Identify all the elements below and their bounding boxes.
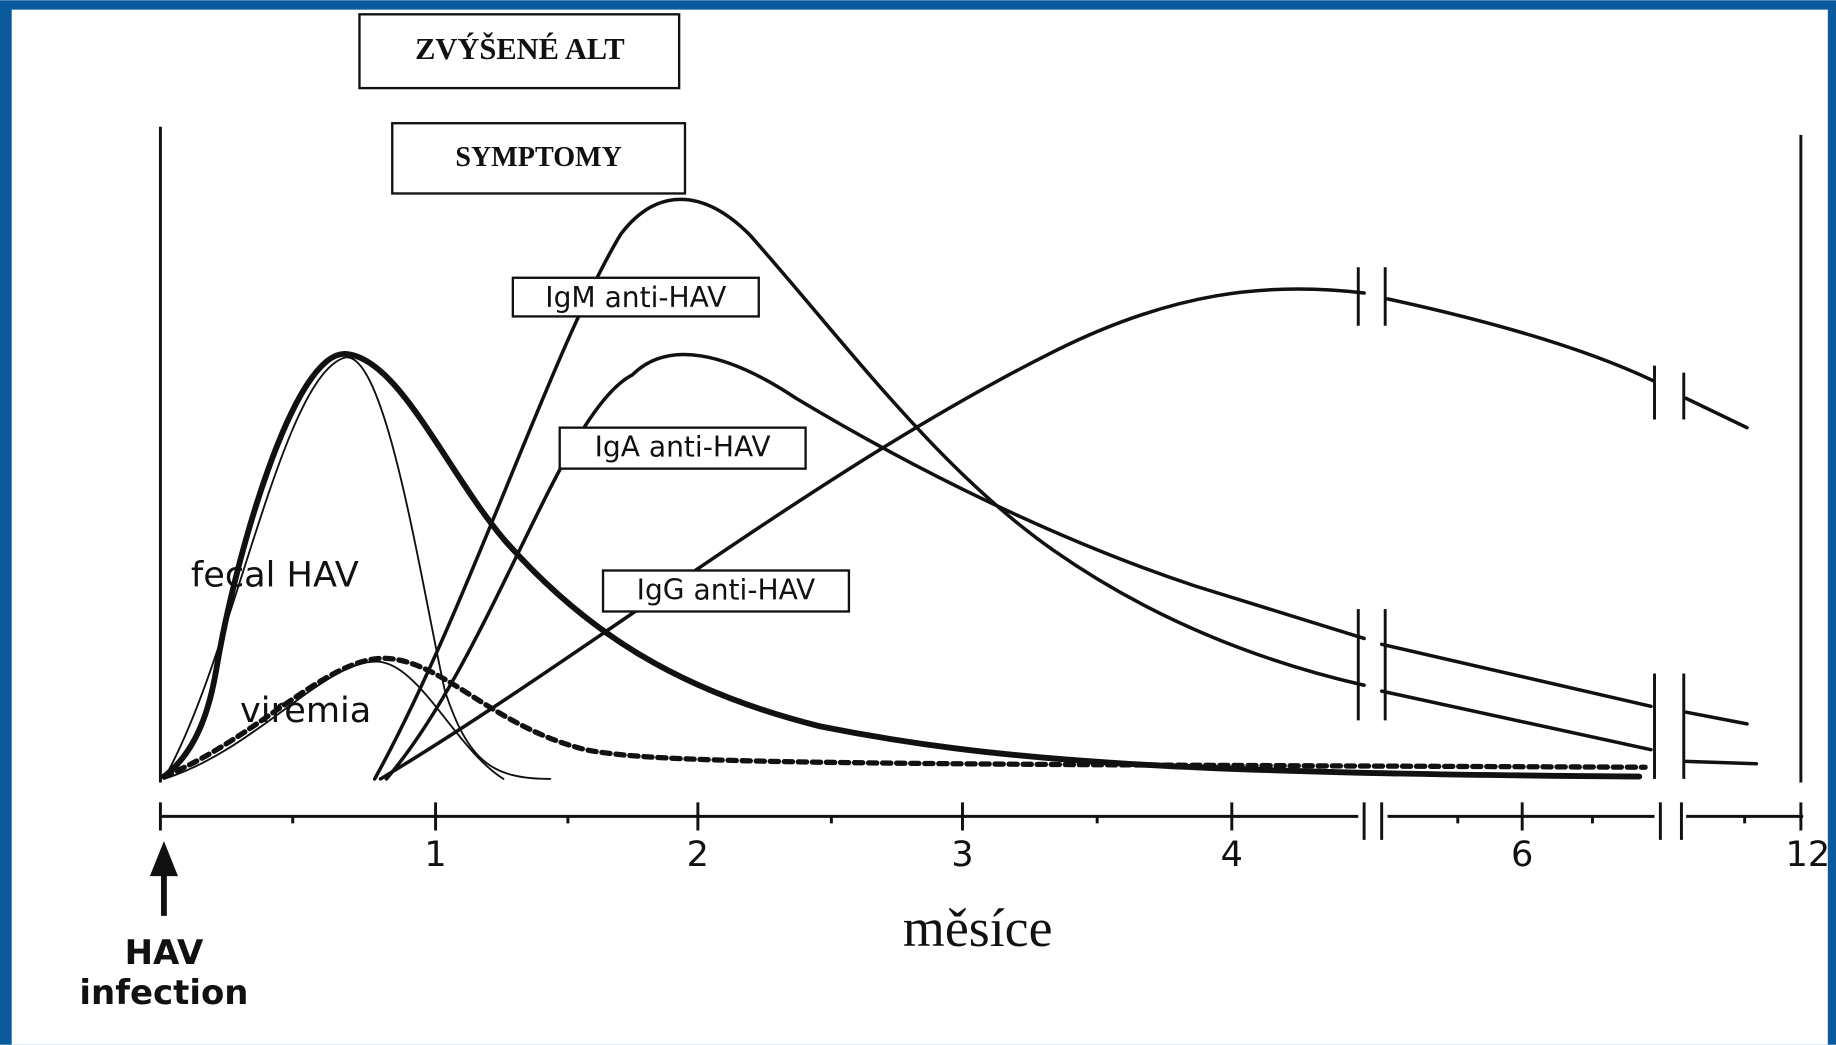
viremia-curve: [162, 660, 505, 780]
tick-labels: 1 2 3 4 6 12: [424, 834, 1830, 875]
infection-label: infection: [79, 973, 248, 1013]
viremia-label: viremia: [240, 690, 371, 731]
alt-label: ZVÝŠENÉ ALT: [415, 32, 625, 66]
iga-box: [558, 426, 807, 470]
igm-box: [511, 276, 760, 318]
x-tick-label: 2: [687, 834, 709, 875]
igm-label: IgM anti-HAV: [545, 281, 726, 314]
fecal-curve: [162, 356, 552, 780]
fecal-label: fecal HAV: [191, 554, 359, 595]
x-tick-label: 1: [424, 834, 446, 875]
alt-red-curve: [161, 350, 1643, 780]
x-axis-label: měsíce: [903, 898, 1053, 958]
infection-label: HAV: [125, 933, 204, 973]
axes: [158, 126, 1804, 840]
symptoms-label: SYMPTOMY: [455, 142, 621, 173]
igg-label: IgG anti-HAV: [637, 574, 816, 607]
x-tick-label: 12: [1786, 834, 1831, 875]
x-tick-label: 4: [1221, 834, 1243, 875]
igg-box: [601, 569, 851, 613]
curve-breaks: [1356, 267, 1686, 779]
minor-ticks: [291, 816, 1747, 824]
x-tick-label: 3: [951, 834, 973, 875]
ticks: [158, 802, 1803, 831]
canvas: [11, 9, 1828, 1045]
iga-label: IgA anti-HAV: [595, 431, 771, 464]
igg-curve: [378, 287, 1749, 781]
alt-box: [358, 13, 681, 90]
symptom-dotted-curve: [161, 655, 1648, 780]
symptoms-box: [391, 122, 687, 195]
x-tick-label: 6: [1511, 834, 1533, 875]
iga-curve: [384, 352, 1749, 781]
infection-arrowhead: [149, 840, 178, 877]
igm-curve: [372, 197, 1759, 781]
axis-breaks: [1362, 802, 1683, 840]
